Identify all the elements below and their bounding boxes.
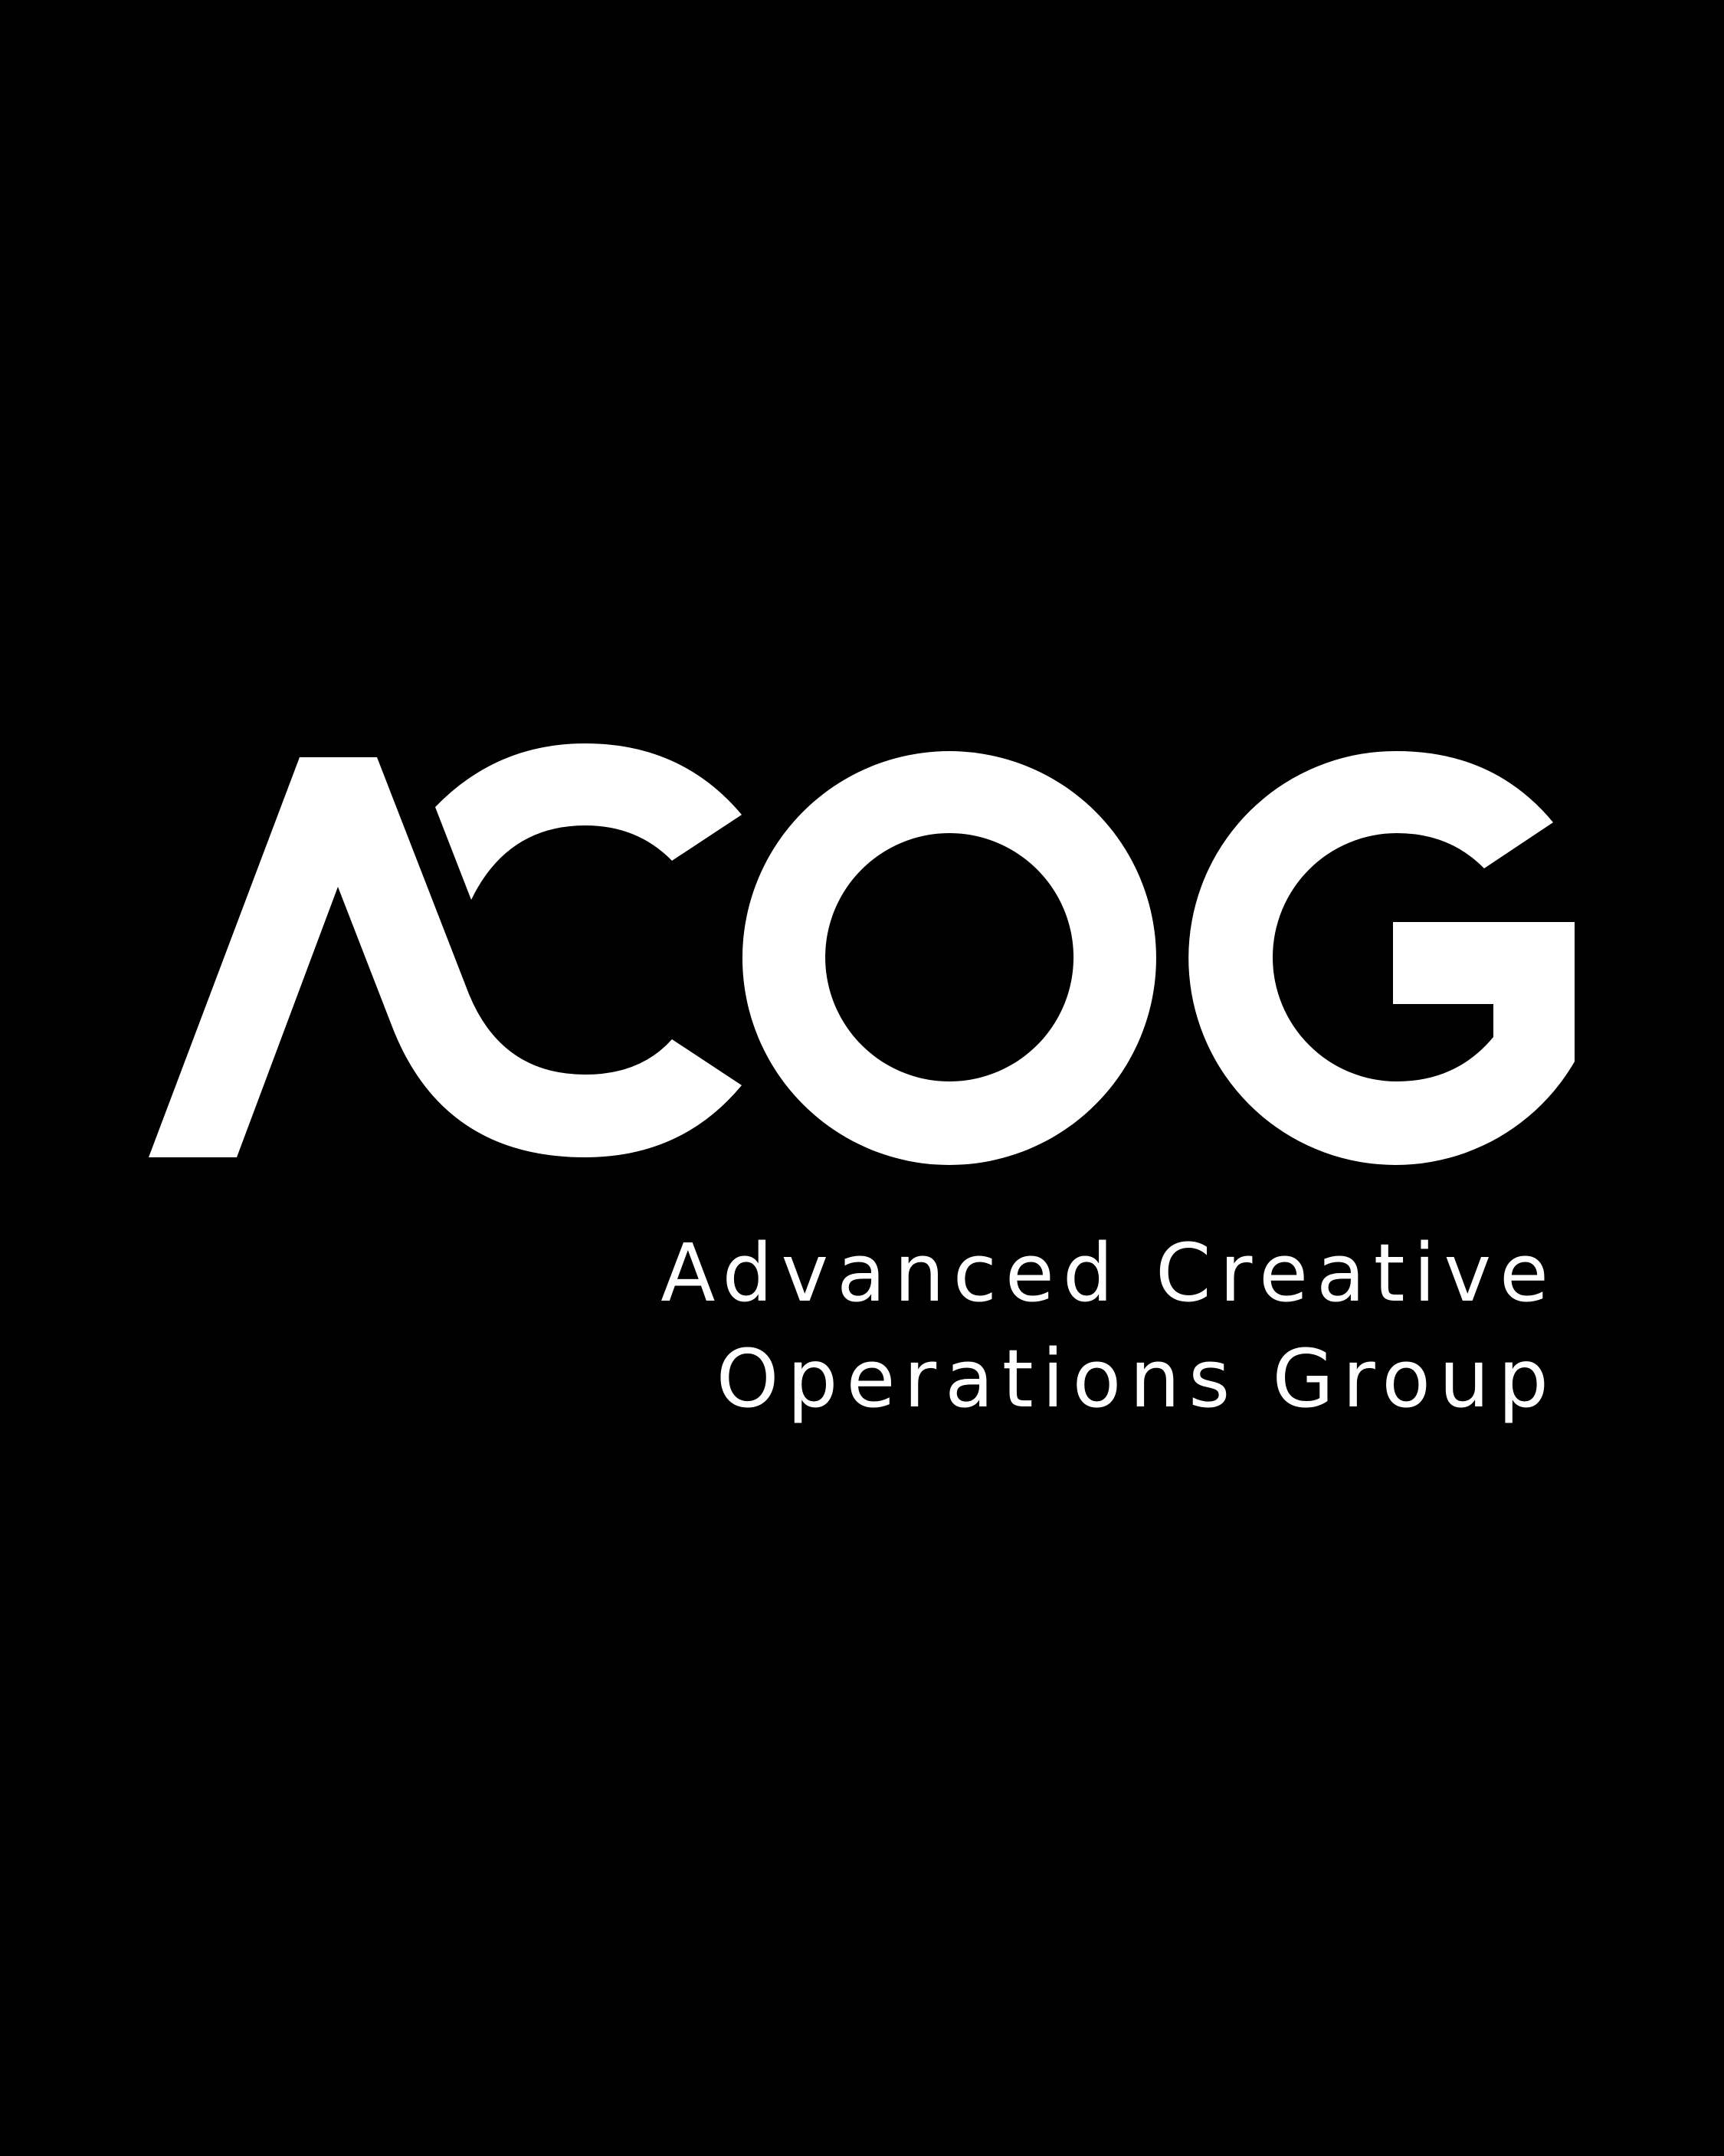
logo-letter-a [149,757,742,1157]
tagline-line-1: Advanced Creative [660,1226,1557,1320]
tagline-line-2: Operations Group [716,1332,1557,1426]
tagline: Advanced Creative Operations Group [660,1220,1557,1432]
logo-letter-c [435,743,742,900]
logo-letter-o [742,751,1156,1165]
logo-letter-g [1188,750,1575,1165]
